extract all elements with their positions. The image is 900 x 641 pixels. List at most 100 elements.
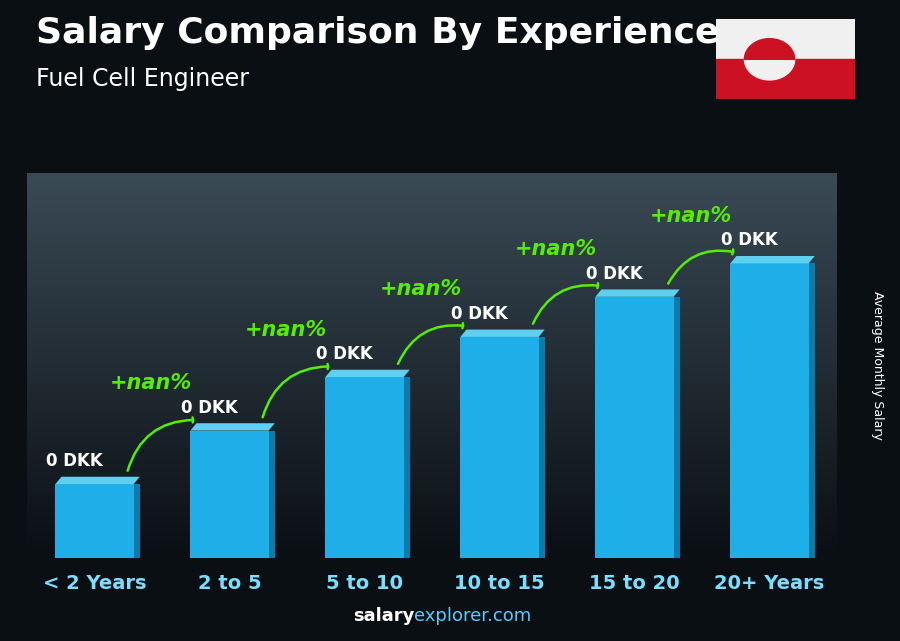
Polygon shape — [731, 256, 814, 263]
Bar — [27, 208, 837, 212]
Bar — [27, 512, 837, 515]
Bar — [27, 435, 837, 438]
Bar — [27, 219, 837, 223]
Polygon shape — [461, 329, 544, 337]
Bar — [27, 358, 837, 362]
Polygon shape — [596, 290, 680, 297]
Bar — [27, 477, 837, 481]
Text: +nan%: +nan% — [245, 320, 328, 340]
Bar — [27, 388, 837, 392]
Text: Fuel Cell Engineer: Fuel Cell Engineer — [36, 67, 249, 91]
Bar — [27, 373, 837, 377]
Bar — [27, 192, 837, 196]
Bar — [27, 423, 837, 427]
Bar — [27, 404, 837, 408]
Bar — [27, 185, 837, 188]
Bar — [27, 308, 837, 312]
Bar — [27, 515, 837, 519]
Polygon shape — [808, 263, 814, 558]
Bar — [27, 481, 837, 485]
Bar — [27, 338, 837, 342]
Bar — [27, 296, 837, 300]
Text: 0 DKK: 0 DKK — [181, 399, 238, 417]
Bar — [27, 381, 837, 385]
Text: 0 DKK: 0 DKK — [721, 231, 778, 249]
Bar — [716, 60, 855, 99]
Bar — [27, 400, 837, 404]
Text: 10 to 15: 10 to 15 — [454, 574, 544, 594]
Bar — [27, 235, 837, 238]
Bar — [27, 258, 837, 262]
Bar — [27, 504, 837, 508]
Bar — [27, 273, 837, 277]
Text: 0 DKK: 0 DKK — [316, 345, 373, 363]
Text: salary: salary — [353, 607, 414, 625]
Text: +nan%: +nan% — [650, 206, 733, 226]
Polygon shape — [133, 484, 140, 558]
Polygon shape — [326, 370, 410, 377]
Bar — [27, 385, 837, 388]
Text: 0 DKK: 0 DKK — [586, 265, 643, 283]
Bar — [27, 508, 837, 512]
Text: +nan%: +nan% — [110, 373, 193, 393]
Text: 20+ Years: 20+ Years — [715, 574, 824, 594]
Bar — [27, 415, 837, 419]
Bar — [27, 365, 837, 369]
Bar — [27, 181, 837, 185]
Bar — [27, 215, 837, 219]
Bar — [56, 484, 133, 558]
Text: Average Monthly Salary: Average Monthly Salary — [871, 291, 884, 440]
Bar — [27, 446, 837, 450]
Text: explorer.com: explorer.com — [414, 607, 531, 625]
Bar — [27, 288, 837, 292]
Bar — [27, 265, 837, 269]
Bar — [27, 350, 837, 354]
Text: Salary Comparison By Experience: Salary Comparison By Experience — [36, 16, 719, 50]
Bar — [27, 496, 837, 500]
Bar — [27, 550, 837, 554]
Bar — [27, 281, 837, 285]
Bar — [27, 527, 837, 531]
Bar — [27, 196, 837, 200]
Bar — [27, 488, 837, 492]
Bar — [27, 331, 837, 335]
Bar — [27, 519, 837, 523]
Bar — [27, 327, 837, 331]
Bar — [27, 354, 837, 358]
Bar — [27, 342, 837, 346]
Bar — [27, 438, 837, 442]
Bar — [27, 227, 837, 231]
Text: < 2 Years: < 2 Years — [43, 574, 146, 594]
Bar — [27, 200, 837, 204]
Bar — [27, 242, 837, 246]
Bar — [27, 492, 837, 496]
Text: 15 to 20: 15 to 20 — [590, 574, 680, 594]
Bar — [27, 177, 837, 181]
Polygon shape — [744, 60, 795, 80]
Bar — [27, 531, 837, 535]
Bar — [27, 335, 837, 338]
Bar — [27, 346, 837, 350]
Bar — [27, 223, 837, 227]
Polygon shape — [191, 423, 274, 431]
Text: +nan%: +nan% — [515, 239, 598, 260]
Bar — [27, 319, 837, 323]
Bar — [27, 554, 837, 558]
Bar — [27, 473, 837, 477]
Text: 0 DKK: 0 DKK — [451, 305, 508, 323]
Bar — [27, 254, 837, 258]
Bar — [27, 231, 837, 235]
Bar — [27, 362, 837, 365]
Bar — [27, 369, 837, 373]
Polygon shape — [538, 337, 544, 558]
Bar — [27, 300, 837, 304]
Bar — [27, 323, 837, 327]
Bar — [27, 535, 837, 538]
Bar — [27, 419, 837, 423]
Bar — [27, 246, 837, 250]
Text: 0 DKK: 0 DKK — [46, 452, 103, 470]
Polygon shape — [673, 297, 680, 558]
Polygon shape — [56, 477, 140, 484]
Bar — [27, 427, 837, 431]
Bar — [596, 297, 673, 558]
